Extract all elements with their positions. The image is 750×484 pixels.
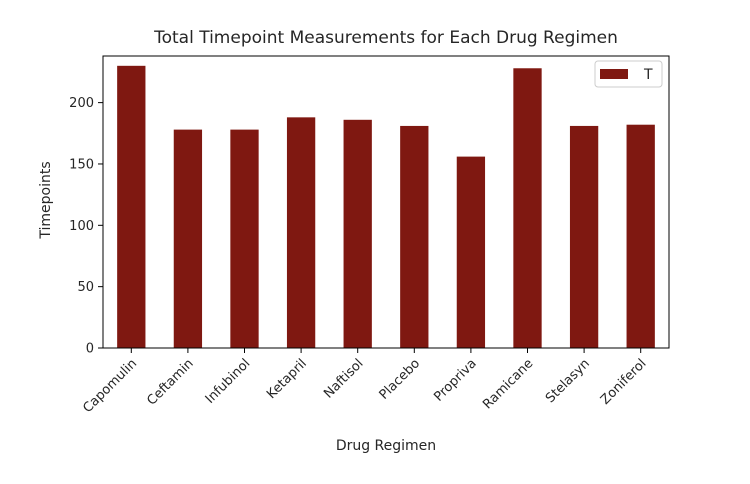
x-tick-label-ramicane: Ramicane (480, 356, 536, 412)
x-tick-label-ceftamin: Ceftamin (144, 356, 196, 408)
plot-frame (102, 55, 670, 349)
bar-naftisol (343, 119, 372, 349)
y-tick-label: 50 (77, 280, 94, 295)
legend-swatch (600, 69, 628, 79)
legend-box (594, 60, 663, 88)
bar-propriva (456, 156, 486, 348)
legend-label: T (643, 67, 653, 83)
y-tick-label: 150 (69, 157, 94, 172)
chart-title: Total Timepoint Measurements for Each Dr… (153, 28, 618, 48)
plot-area: 0 50 100 150 200 Capomulin Ceftamin Infubinol Ke… (69, 55, 670, 416)
bar-zoniferol (626, 124, 655, 349)
bar-ramicane (513, 68, 542, 348)
x-tick-label-stelasyn: Stelasyn (543, 356, 593, 406)
x-tick-label-infubinol: Infubinol (203, 356, 254, 407)
x-tick-label-capomulin: Capomulin (80, 356, 140, 416)
y-axis-label: Timepoints (38, 161, 54, 239)
x-tick-label-naftisol: Naftisol (321, 356, 366, 401)
y-tick-label: 100 (69, 219, 94, 234)
y-tick-label: 200 (69, 96, 94, 111)
x-tick-label-zoniferol: Zoniferol (598, 356, 650, 408)
y-tick-label: 0 (86, 342, 94, 357)
bar-ceftamin (173, 129, 203, 348)
bar-ketapril (286, 117, 316, 348)
x-tick-label-ketapril: Ketapril (264, 356, 310, 402)
bar-capomulin (117, 65, 146, 348)
x-tick-label-propriva: Propriva (431, 356, 479, 404)
x-axis-label: Drug Regimen (336, 438, 436, 454)
legend: T (594, 60, 663, 88)
x-tick-label-placebo: Placebo (377, 356, 424, 403)
bar-infubinol (230, 129, 259, 348)
bar-stelasyn (569, 125, 599, 348)
bar-placebo (400, 125, 429, 348)
